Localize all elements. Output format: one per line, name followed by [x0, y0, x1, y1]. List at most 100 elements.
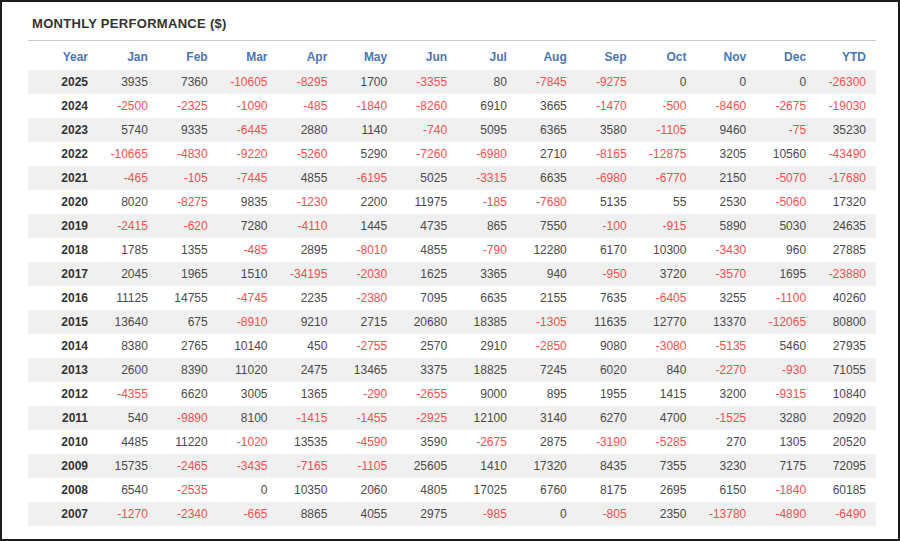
value-cell: 0 — [517, 502, 577, 526]
value-cell: 865 — [457, 214, 517, 238]
value-cell: 6365 — [517, 118, 577, 142]
column-header-jun: Jun — [397, 44, 457, 70]
value-cell: -1100 — [756, 286, 816, 310]
performance-table: YearJanFebMarAprMayJunJulAugSepOctNovDec… — [28, 44, 876, 526]
value-cell: 6540 — [98, 478, 158, 502]
year-cell: 2012 — [28, 382, 98, 406]
value-cell: 5460 — [756, 334, 816, 358]
value-cell: 8380 — [98, 334, 158, 358]
value-cell: 8390 — [158, 358, 218, 382]
value-cell: 6635 — [517, 166, 577, 190]
value-cell: -1840 — [337, 94, 397, 118]
value-cell: 10840 — [816, 382, 876, 406]
value-cell: 2910 — [457, 334, 517, 358]
value-cell: -19030 — [816, 94, 876, 118]
value-cell: 71055 — [816, 358, 876, 382]
value-cell: 6910 — [457, 94, 517, 118]
value-cell: 12280 — [517, 238, 577, 262]
value-cell: -6445 — [218, 118, 278, 142]
value-cell: 2060 — [337, 478, 397, 502]
value-cell: -8165 — [577, 142, 637, 166]
value-cell: 1625 — [397, 262, 457, 286]
value-cell: -2380 — [337, 286, 397, 310]
value-cell: -1840 — [756, 478, 816, 502]
value-cell: 2570 — [397, 334, 457, 358]
value-cell: 8175 — [577, 478, 637, 502]
value-cell: 2530 — [696, 190, 756, 214]
value-cell: -620 — [158, 214, 218, 238]
value-cell: -665 — [218, 502, 278, 526]
value-cell: 2895 — [278, 238, 338, 262]
value-cell: -6195 — [337, 166, 397, 190]
value-cell: 5030 — [756, 214, 816, 238]
year-cell: 2022 — [28, 142, 98, 166]
value-cell: 9835 — [218, 190, 278, 214]
value-cell: 40260 — [816, 286, 876, 310]
value-cell: 8865 — [278, 502, 338, 526]
value-cell: -9890 — [158, 406, 218, 430]
year-cell: 2018 — [28, 238, 98, 262]
value-cell: 0 — [637, 70, 697, 94]
column-header-mar: Mar — [218, 44, 278, 70]
value-cell: 4735 — [397, 214, 457, 238]
value-cell: 27885 — [816, 238, 876, 262]
value-cell: 12770 — [637, 310, 697, 334]
value-cell: 7635 — [577, 286, 637, 310]
value-cell: 6020 — [577, 358, 637, 382]
column-header-aug: Aug — [517, 44, 577, 70]
column-header-dec: Dec — [756, 44, 816, 70]
value-cell: 13640 — [98, 310, 158, 334]
table-row: 2007-1270-2340-665886540552975-9850-8052… — [28, 502, 876, 526]
value-cell: 6760 — [517, 478, 577, 502]
value-cell: 2715 — [337, 310, 397, 334]
value-cell: -2415 — [98, 214, 158, 238]
value-cell: 1305 — [756, 430, 816, 454]
value-cell: 2350 — [637, 502, 697, 526]
value-cell: 4855 — [397, 238, 457, 262]
table-body: 202539357360-10605-82951700-335580-7845-… — [28, 70, 876, 526]
value-cell: 1700 — [337, 70, 397, 94]
value-cell: 18825 — [457, 358, 517, 382]
value-cell: -3315 — [457, 166, 517, 190]
value-cell: 9080 — [577, 334, 637, 358]
value-cell: 35230 — [816, 118, 876, 142]
value-cell: -4355 — [98, 382, 158, 406]
table-row: 201817851355-4852895-80104855-7901228061… — [28, 238, 876, 262]
column-header-oct: Oct — [637, 44, 697, 70]
value-cell: -5135 — [696, 334, 756, 358]
value-cell: 15735 — [98, 454, 158, 478]
value-cell: 1785 — [98, 238, 158, 262]
value-cell: 72095 — [816, 454, 876, 478]
value-cell: -8275 — [158, 190, 218, 214]
value-cell: -2675 — [756, 94, 816, 118]
table-row: 2021-465-105-74454855-61955025-33156635-… — [28, 166, 876, 190]
table-row: 202539357360-10605-82951700-335580-7845-… — [28, 70, 876, 94]
year-cell: 2016 — [28, 286, 98, 310]
table-row: 2012-4355662030051365-290-26559000895195… — [28, 382, 876, 406]
value-cell: 27935 — [816, 334, 876, 358]
value-cell: 1955 — [577, 382, 637, 406]
value-cell: -100 — [577, 214, 637, 238]
year-cell: 2014 — [28, 334, 98, 358]
value-cell: 4855 — [278, 166, 338, 190]
table-row: 20161112514755-47452235-2380709566352155… — [28, 286, 876, 310]
value-cell: -26300 — [816, 70, 876, 94]
value-cell: 1695 — [756, 262, 816, 286]
value-cell: -2755 — [337, 334, 397, 358]
value-cell: -7260 — [397, 142, 457, 166]
value-cell: 17320 — [517, 454, 577, 478]
value-cell: 7355 — [637, 454, 697, 478]
value-cell: 3375 — [397, 358, 457, 382]
value-cell: -2925 — [397, 406, 457, 430]
year-cell: 2009 — [28, 454, 98, 478]
monthly-performance-panel: MONTHLY PERFORMANCE ($) YearJanFebMarApr… — [0, 0, 900, 541]
value-cell: 6150 — [696, 478, 756, 502]
value-cell: 840 — [637, 358, 697, 382]
value-cell: -10665 — [98, 142, 158, 166]
value-cell: 2975 — [397, 502, 457, 526]
value-cell: -7445 — [218, 166, 278, 190]
value-cell: -7845 — [517, 70, 577, 94]
value-cell: 80800 — [816, 310, 876, 334]
value-cell: 1365 — [278, 382, 338, 406]
value-cell: -465 — [98, 166, 158, 190]
